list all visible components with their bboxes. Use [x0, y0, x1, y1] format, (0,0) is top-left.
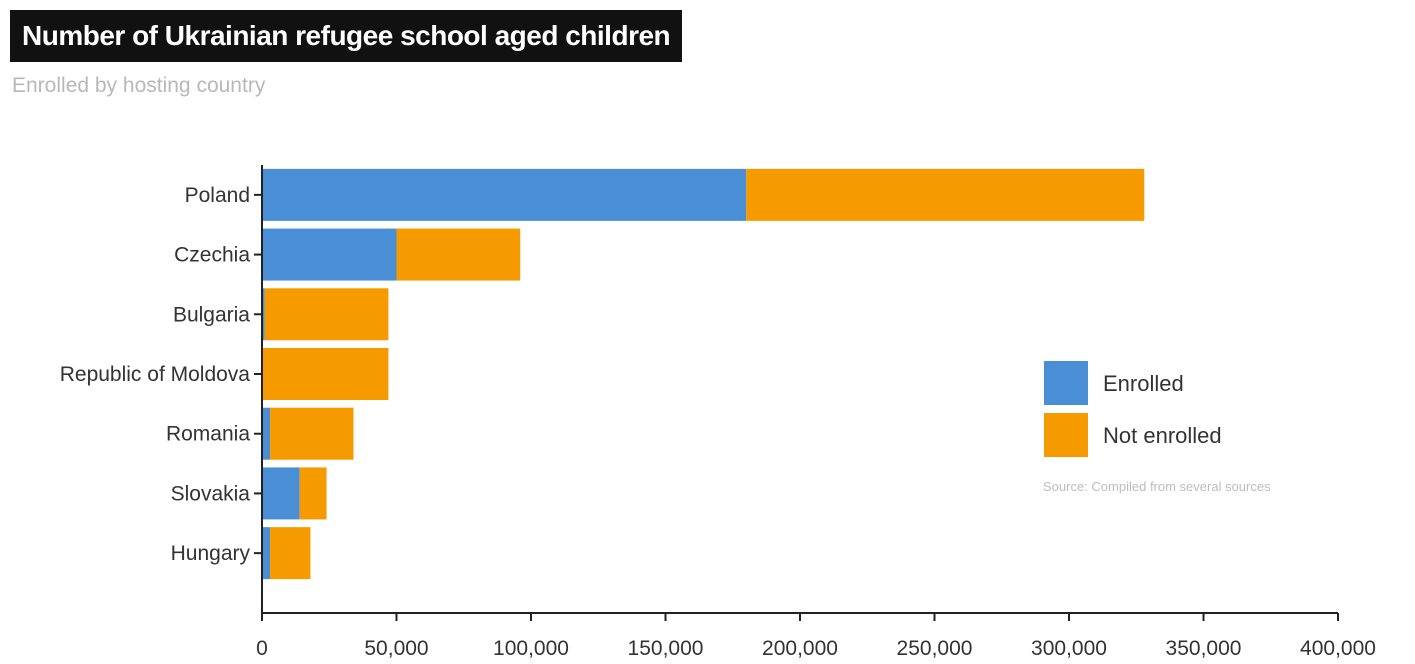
bars-group: [262, 168, 1145, 580]
x-tick-label: 300,000: [1031, 637, 1107, 660]
legend: Enrolled Not enrolled: [1044, 361, 1222, 457]
y-tick-label: Czechia: [174, 244, 250, 267]
legend-label-not-enrolled: Not enrolled: [1103, 423, 1222, 448]
y-tick-label: Hungary: [171, 542, 251, 565]
chart-subtitle: Enrolled by hosting country: [12, 74, 266, 97]
source-note: Source: Compiled from several sources: [1043, 479, 1271, 494]
x-tick-label: 400,000: [1300, 637, 1376, 660]
y-tick-label: Bulgaria: [173, 303, 250, 326]
bar-not-enrolled-1: [396, 228, 521, 281]
legend-swatch-enrolled: [1044, 361, 1088, 405]
bar-enrolled-5: [262, 467, 300, 520]
y-axis: Poland Czechia Bulgaria Republic of Moldova…: [60, 165, 263, 613]
x-tick-label: 350,000: [1166, 637, 1242, 660]
y-tick-label: Slovakia: [171, 482, 251, 505]
bar-enrolled-6: [262, 527, 271, 580]
bar-not-enrolled-5: [299, 467, 327, 520]
bar-enrolled-2: [262, 288, 265, 341]
x-tick-label: 100,000: [493, 637, 569, 660]
y-tick-label: Poland: [185, 184, 250, 207]
legend-swatch-not-enrolled: [1044, 413, 1088, 457]
x-tick-label: 250,000: [897, 637, 973, 660]
x-tick-label: 150,000: [628, 637, 704, 660]
y-tick-label: Romania: [166, 423, 250, 446]
bar-enrolled-4: [262, 407, 271, 460]
bar-not-enrolled-4: [270, 407, 354, 460]
x-tick-label: 200,000: [762, 637, 838, 660]
legend-label-enrolled: Enrolled: [1103, 371, 1184, 396]
bar-not-enrolled-2: [264, 288, 389, 341]
x-tick-label: 50,000: [364, 637, 428, 660]
x-axis: 0 50,000 100,000 150,000 200,000 250,000 300,0…: [256, 612, 1376, 660]
bar-enrolled-1: [262, 228, 397, 281]
chart-title: Number of Ukrainian refugee school aged …: [10, 10, 683, 62]
y-tick-label: Republic of Moldova: [60, 363, 251, 386]
bar-not-enrolled-3: [262, 348, 389, 400]
bar-not-enrolled-6: [270, 527, 311, 580]
bar-enrolled-0: [262, 168, 747, 221]
x-tick-label: 0: [256, 637, 268, 660]
bar-not-enrolled-0: [746, 168, 1145, 221]
